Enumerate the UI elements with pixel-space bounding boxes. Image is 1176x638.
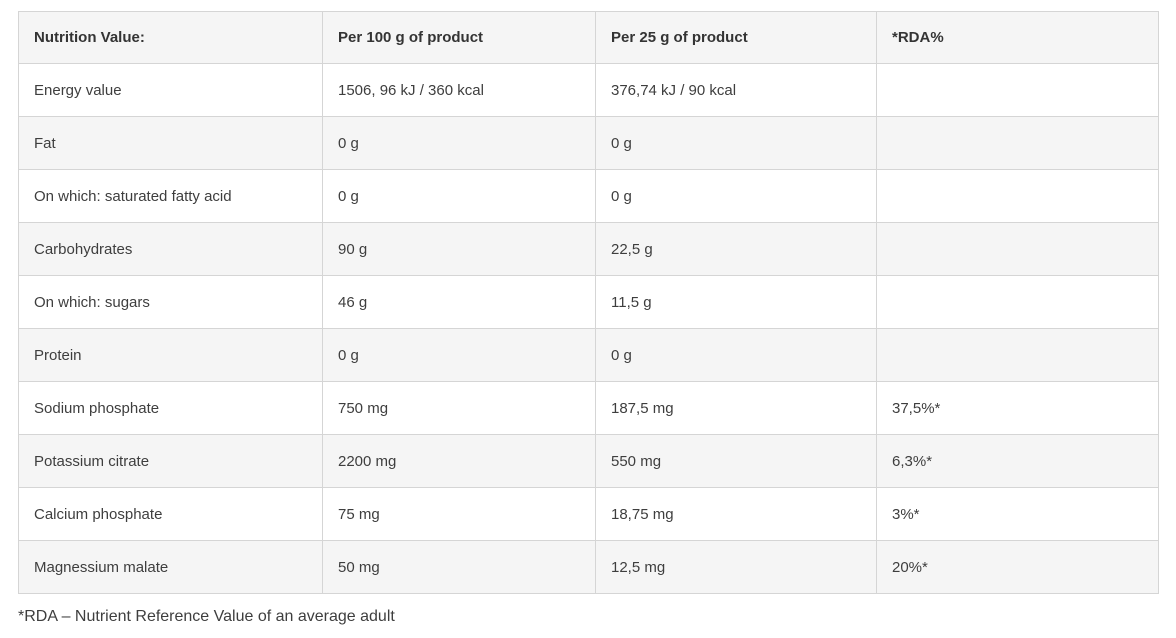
table-body: Energy value 1506, 96 kJ / 360 kcal 376,74… [18, 63, 1159, 594]
rda-footnote: *RDA – Nutrient Reference Value of an av… [18, 608, 395, 625]
cell-per-25g: 187,5 mg [595, 381, 877, 435]
cell-rda-percent: 37,5%* [876, 381, 1159, 435]
cell-nutrient-name: Carbohydrates [18, 222, 323, 276]
cell-per-100g: 50 mg [322, 540, 596, 594]
table-row: Energy value 1506, 96 kJ / 360 kcal 376,74… [18, 63, 1159, 117]
cell-rda-percent [876, 328, 1159, 382]
cell-rda-percent: 20%* [876, 540, 1159, 594]
cell-per-100g: 1506, 96 kJ / 360 kcal [322, 63, 596, 117]
table-row: On which: sugars 46 g 11,5 g [18, 275, 1159, 329]
table-row: Potassium citrate 2200 mg 550 mg 6,3%* [18, 434, 1159, 488]
header-rda-percent: *RDA% [876, 11, 1159, 64]
cell-per-100g: 2200 mg [322, 434, 596, 488]
cell-per-25g: 376,74 kJ / 90 kcal [595, 63, 877, 117]
cell-per-100g: 0 g [322, 328, 596, 382]
cell-per-100g: 750 mg [322, 381, 596, 435]
cell-per-25g: 18,75 mg [595, 487, 877, 541]
header-nutrition-value: Nutrition Value: [18, 11, 323, 64]
table-row: Carbohydrates 90 g 22,5 g [18, 222, 1159, 276]
cell-per-100g: 90 g [322, 222, 596, 276]
cell-rda-percent [876, 222, 1159, 276]
cell-nutrient-name: Protein [18, 328, 323, 382]
cell-per-100g: 75 mg [322, 487, 596, 541]
cell-nutrient-name: Potassium citrate [18, 434, 323, 488]
cell-nutrient-name: Magnessium malate [18, 540, 323, 594]
cell-per-25g: 11,5 g [595, 275, 877, 329]
nutrition-table: Nutrition Value: Per 100 g of product Pe… [18, 11, 1159, 594]
cell-nutrient-name: Calcium phosphate [18, 487, 323, 541]
table-row: Magnessium malate 50 mg 12,5 mg 20%* [18, 540, 1159, 594]
cell-per-25g: 550 mg [595, 434, 877, 488]
cell-rda-percent [876, 169, 1159, 223]
header-row: Nutrition Value: Per 100 g of product Pe… [18, 11, 1159, 64]
cell-rda-percent [876, 116, 1159, 170]
header-per-100g: Per 100 g of product [322, 11, 596, 64]
cell-per-25g: 0 g [595, 116, 877, 170]
cell-per-25g: 0 g [595, 328, 877, 382]
cell-rda-percent: 6,3%* [876, 434, 1159, 488]
cell-per-100g: 46 g [322, 275, 596, 329]
cell-nutrient-name: Energy value [18, 63, 323, 117]
cell-rda-percent [876, 275, 1159, 329]
table-row: Calcium phosphate 75 mg 18,75 mg 3%* [18, 487, 1159, 541]
header-per-25g: Per 25 g of product [595, 11, 877, 64]
cell-per-100g: 0 g [322, 169, 596, 223]
cell-per-25g: 0 g [595, 169, 877, 223]
cell-per-25g: 22,5 g [595, 222, 877, 276]
cell-rda-percent [876, 63, 1159, 117]
table-row: Sodium phosphate 750 mg 187,5 mg 37,5%* [18, 381, 1159, 435]
cell-per-100g: 0 g [322, 116, 596, 170]
cell-rda-percent: 3%* [876, 487, 1159, 541]
cell-nutrient-name: On which: saturated fatty acid [18, 169, 323, 223]
cell-nutrient-name: Fat [18, 116, 323, 170]
cell-nutrient-name: Sodium phosphate [18, 381, 323, 435]
cell-nutrient-name: On which: sugars [18, 275, 323, 329]
cell-per-25g: 12,5 mg [595, 540, 877, 594]
